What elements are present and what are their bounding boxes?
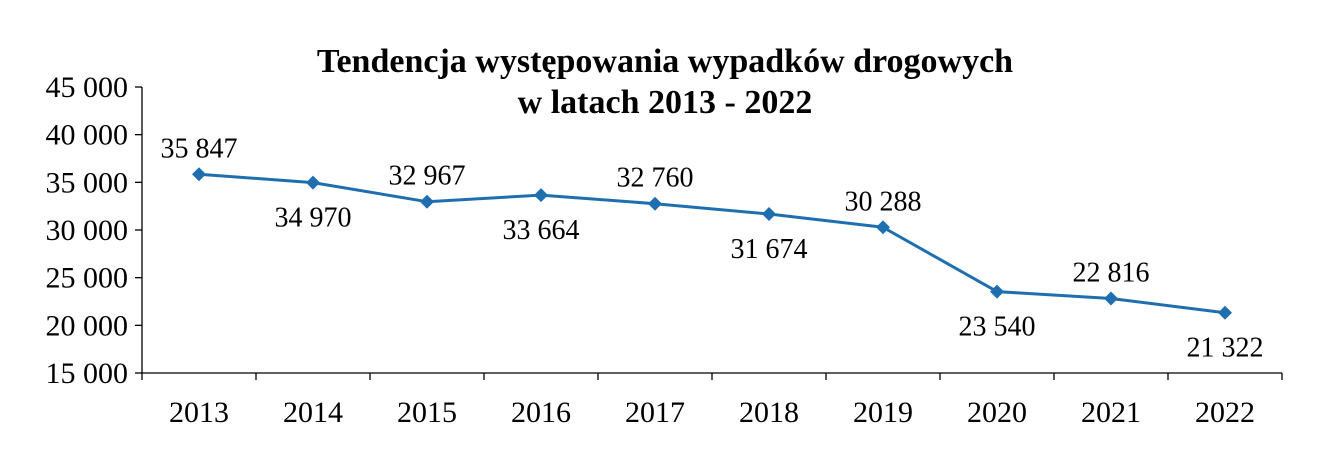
data-label: 32 967 xyxy=(389,161,466,192)
x-tick-label: 2022 xyxy=(1195,396,1255,429)
x-tick-label: 2018 xyxy=(739,396,799,429)
data-point-marker xyxy=(990,284,1004,299)
data-label: 35 847 xyxy=(161,133,238,164)
chart-title-line-2: w latach 2013 - 2022 xyxy=(518,84,813,121)
x-tick-label: 2017 xyxy=(625,396,685,429)
x-tick-label: 2019 xyxy=(853,396,913,429)
x-tick-label: 2020 xyxy=(967,396,1027,429)
y-tick-label: 20 000 xyxy=(46,309,129,342)
data-label: 33 664 xyxy=(503,215,580,246)
data-label: 34 970 xyxy=(275,203,352,234)
y-tick-label: 35 000 xyxy=(46,166,129,199)
data-point-marker xyxy=(1218,305,1232,320)
x-tick-label: 2014 xyxy=(283,396,343,429)
chart-data-labels: 35 847 34 970 32 967 33 664 32 760 31 674 30 2… xyxy=(161,133,1264,363)
chart-title-line-1: Tendencja występowania wypadków drogowyc… xyxy=(317,43,1013,80)
chart-tick-labels: 15 000 20 000 25 000 30 000 35 000 40 000 45 0… xyxy=(46,71,1256,429)
x-tick-label: 2016 xyxy=(511,396,571,429)
y-tick-label: 15 000 xyxy=(46,357,129,390)
data-point-marker xyxy=(534,188,548,203)
data-point-marker xyxy=(420,194,434,209)
data-label: 23 540 xyxy=(959,312,1036,343)
y-tick-label: 45 000 xyxy=(46,71,129,104)
data-label: 21 322 xyxy=(1187,333,1264,364)
chart-axes xyxy=(135,86,1283,380)
data-label: 32 760 xyxy=(617,163,694,194)
chart-series xyxy=(192,167,1232,320)
data-point-marker xyxy=(1104,291,1118,306)
data-point-marker xyxy=(306,175,320,190)
data-label: 31 674 xyxy=(731,234,808,265)
data-label: 30 288 xyxy=(845,186,922,217)
y-tick-label: 40 000 xyxy=(46,119,129,152)
x-tick-label: 2013 xyxy=(169,396,229,429)
x-tick-label: 2021 xyxy=(1081,396,1141,429)
y-tick-label: 25 000 xyxy=(46,262,129,295)
data-label: 22 816 xyxy=(1073,257,1150,288)
x-tick-label: 2015 xyxy=(397,396,457,429)
data-point-marker xyxy=(876,220,890,235)
data-point-marker xyxy=(192,167,206,182)
y-tick-label: 30 000 xyxy=(46,214,129,247)
data-point-marker xyxy=(648,196,662,211)
series-line xyxy=(198,172,1226,315)
data-point-marker xyxy=(762,207,776,222)
